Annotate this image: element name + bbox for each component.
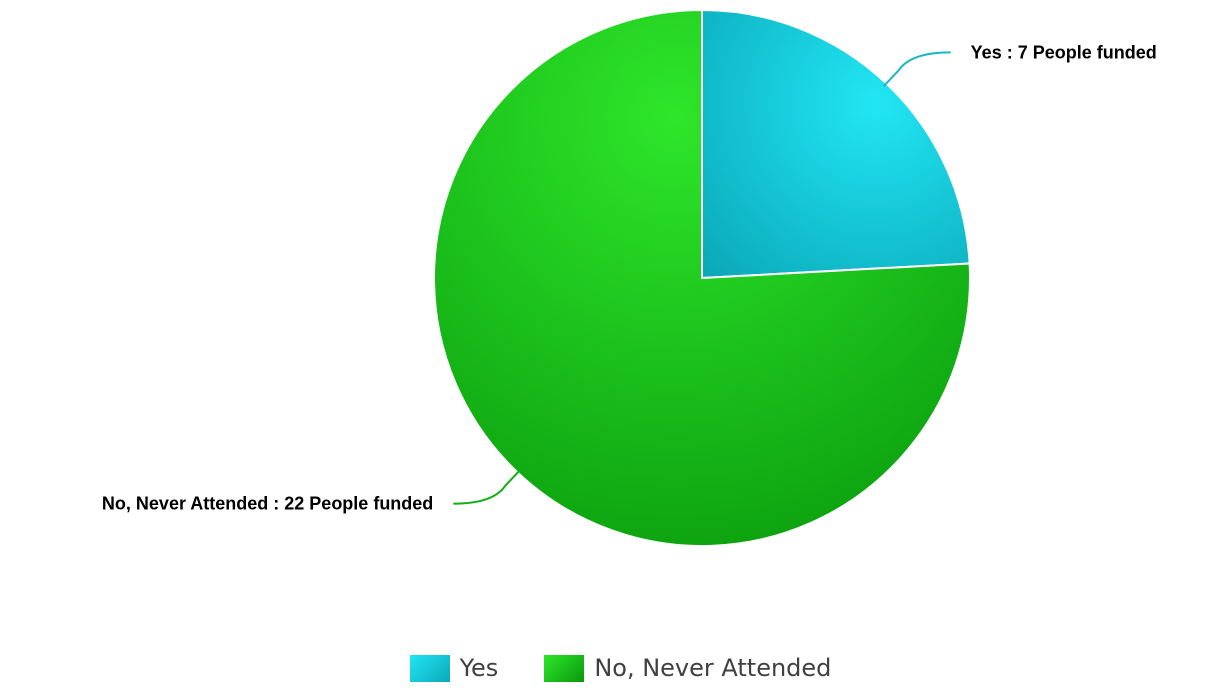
legend: Yes No, Never Attended: [0, 654, 1217, 682]
legend-item-no[interactable]: No, Never Attended: [544, 654, 831, 682]
legend-swatch-no: [544, 654, 585, 682]
legend-swatch-yes: [409, 654, 450, 682]
legend-label-yes: Yes: [459, 654, 499, 682]
leader-line-no: [453, 468, 522, 505]
pie-slice-yes[interactable]: [701, 8, 971, 280]
data-label-no: No, Never Attended : 22 People funded: [102, 494, 433, 514]
pie-slices: [433, 8, 971, 547]
data-labels: Yes : 7 People funded No, Never Attended …: [102, 42, 1157, 513]
legend-label-no: No, Never Attended: [594, 654, 832, 682]
leader-lines: [453, 51, 951, 505]
data-label-yes: Yes : 7 People funded: [971, 42, 1157, 62]
legend-item-yes[interactable]: Yes: [409, 654, 499, 682]
leader-line-yes: [882, 51, 951, 88]
